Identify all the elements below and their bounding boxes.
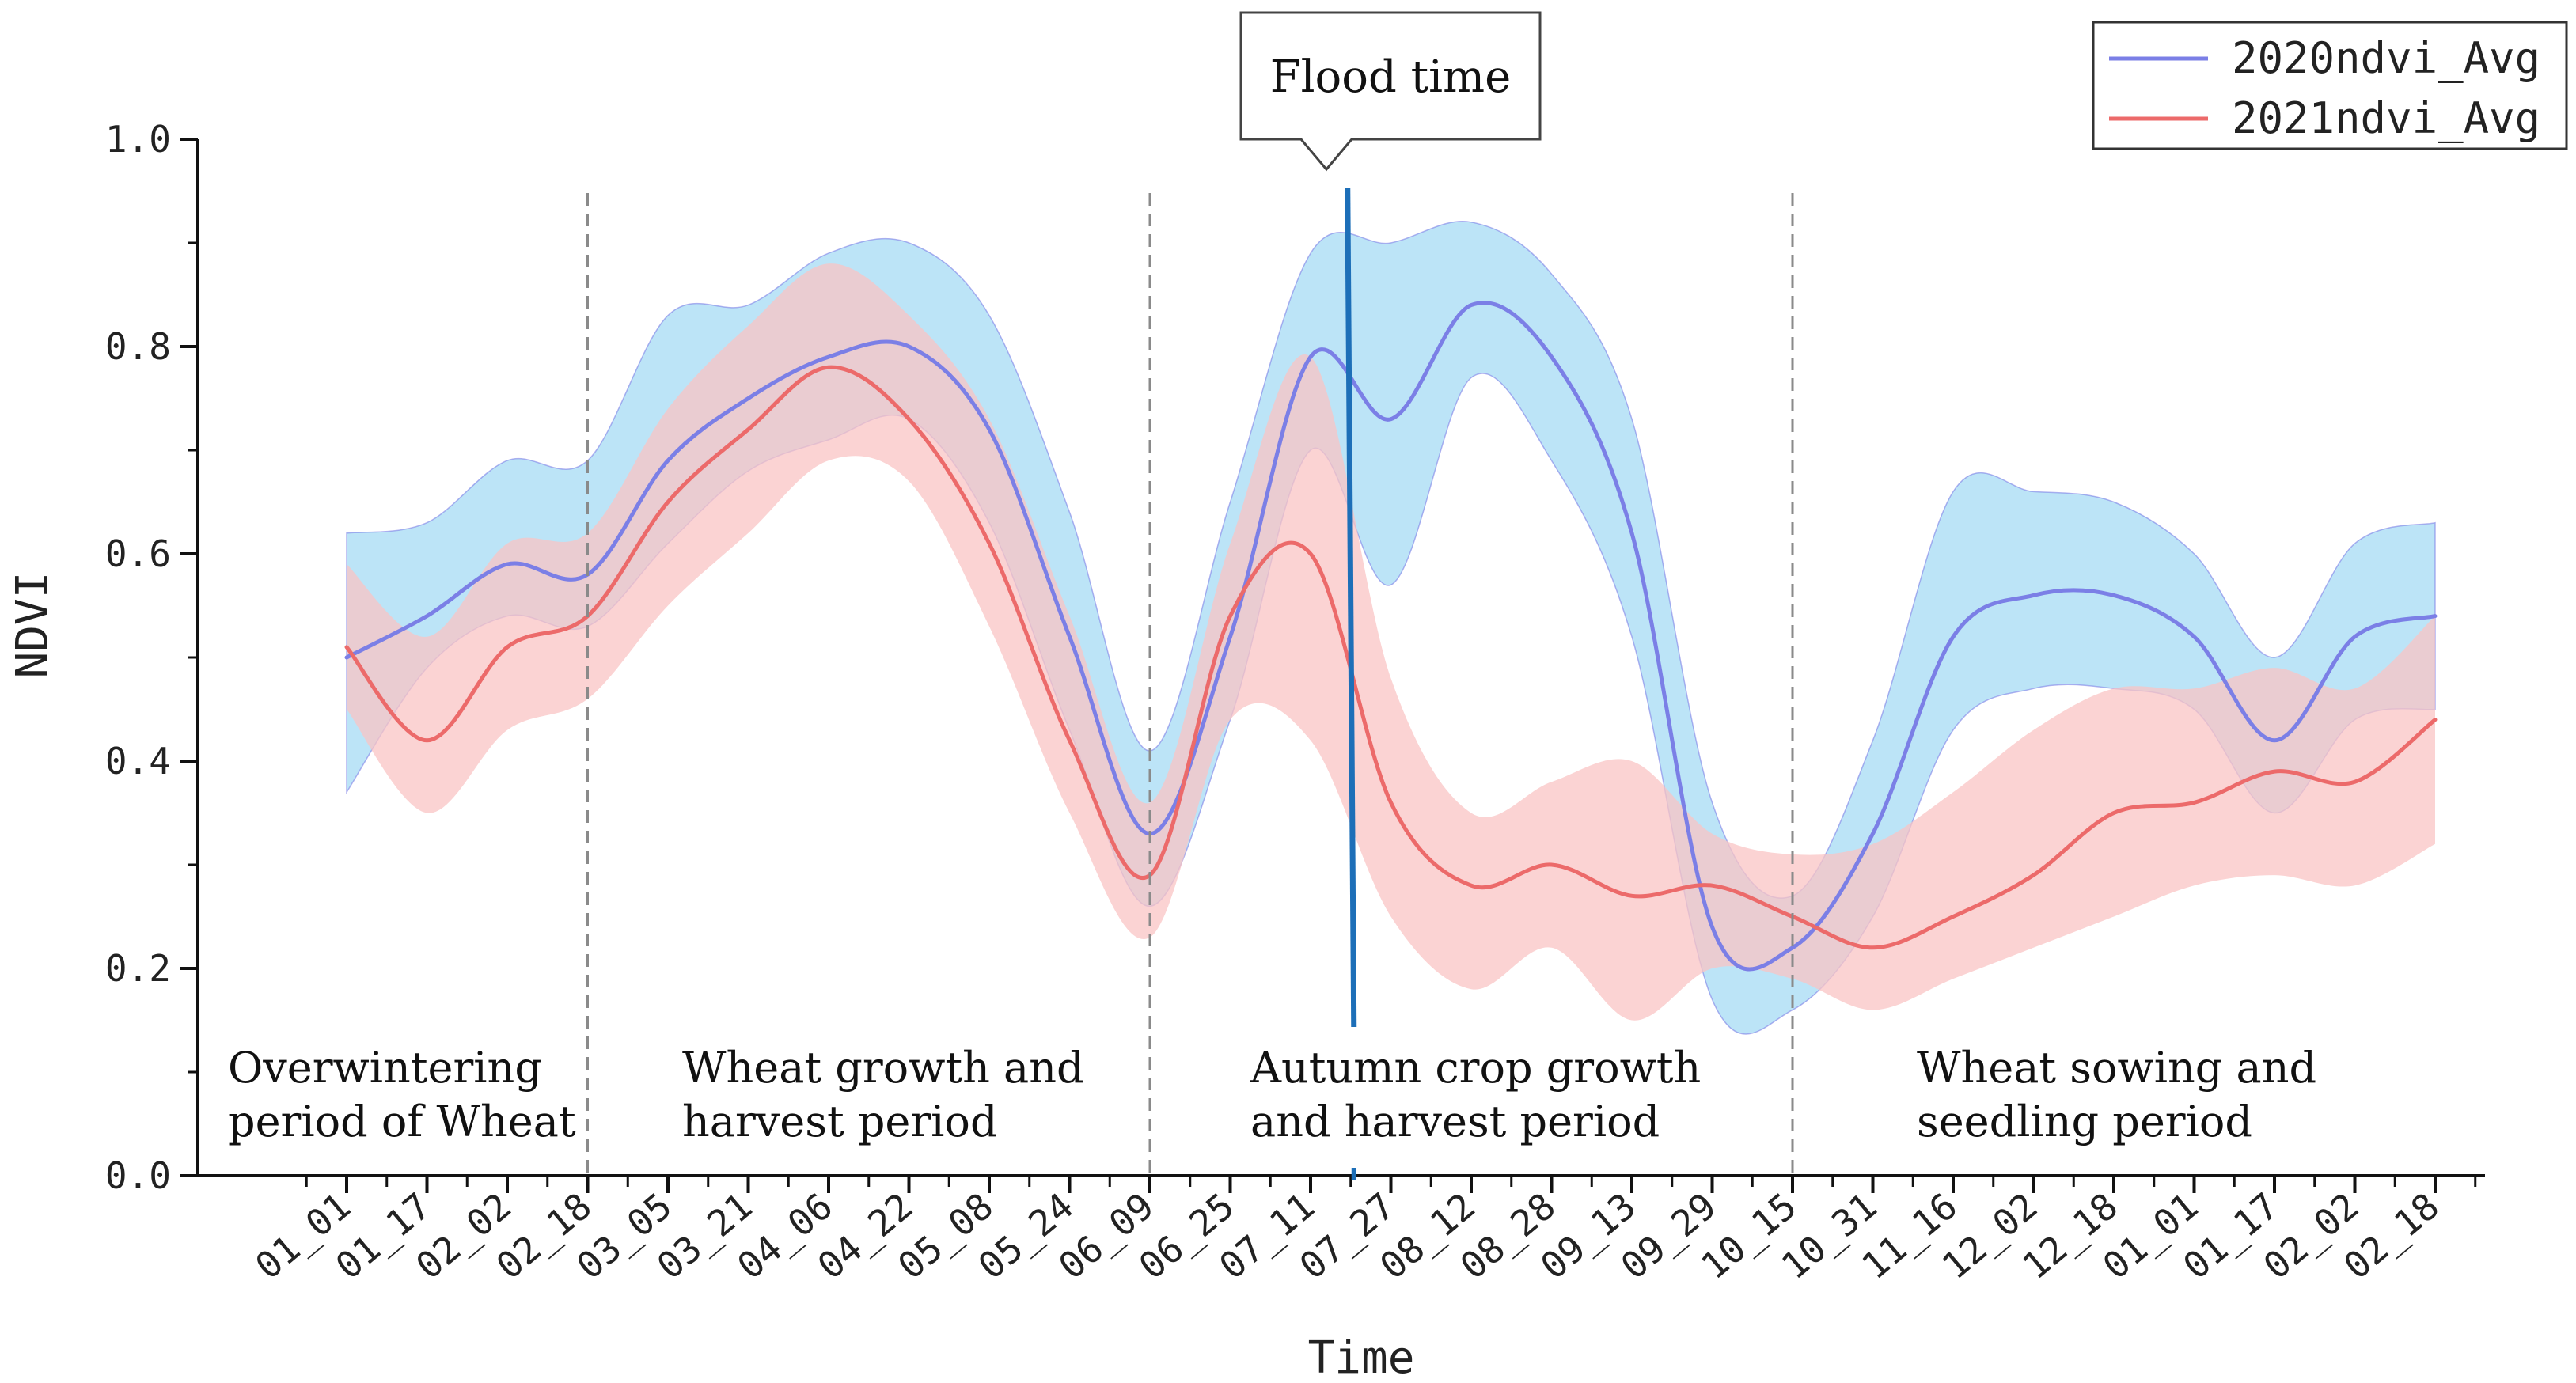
y-tick-label: 0.2 (105, 947, 171, 990)
x-tick-label-02_18: 02_18 (2335, 1184, 2447, 1287)
period-label-0-line1: Overwintering (228, 1043, 542, 1093)
y-tick-label: 0.6 (105, 532, 171, 575)
period-label-3-line2: seedling period (1917, 1097, 2252, 1146)
mean-lines (344, 301, 2438, 972)
confidence-bands (346, 221, 2436, 1035)
y-axis-title: NDVI (7, 572, 59, 679)
flood-line (1345, 188, 1357, 1028)
period-label-0-line2: period of Wheat (228, 1097, 576, 1146)
y-tick-label: 0.8 (105, 325, 171, 368)
period-label-1-line1: Wheat growth and (682, 1043, 1084, 1093)
period-label-1-line2: harvest period (682, 1097, 998, 1146)
flood-marker: Flood time (1239, 11, 1542, 1180)
period-label-2-line1: Autumn crop growth (1250, 1043, 1701, 1093)
flood-callout-box (1239, 11, 1542, 172)
flood-callout-label: Flood time (1270, 51, 1512, 103)
legend: 2020ndvi_Avg 2021ndvi_Avg (2092, 21, 2568, 150)
legend-label-2020ndvi_Avg: 2020ndvi_Avg (2232, 33, 2540, 83)
legend-box (2092, 21, 2568, 150)
period-label-3-line1: Wheat sowing and (1917, 1043, 2316, 1093)
x-axis-title: Time (1308, 1332, 1415, 1383)
y-tick-label: 0.0 (105, 1154, 171, 1197)
y-tick-label: 0.4 (105, 740, 171, 782)
legend-label-2021ndvi_Avg: 2021ndvi_Avg (2232, 93, 2540, 143)
band-2021ndvi_Avg (347, 263, 2435, 1021)
y-tick-label: 1.0 (105, 118, 171, 161)
period-label-2-line2: and harvest period (1250, 1097, 1660, 1146)
